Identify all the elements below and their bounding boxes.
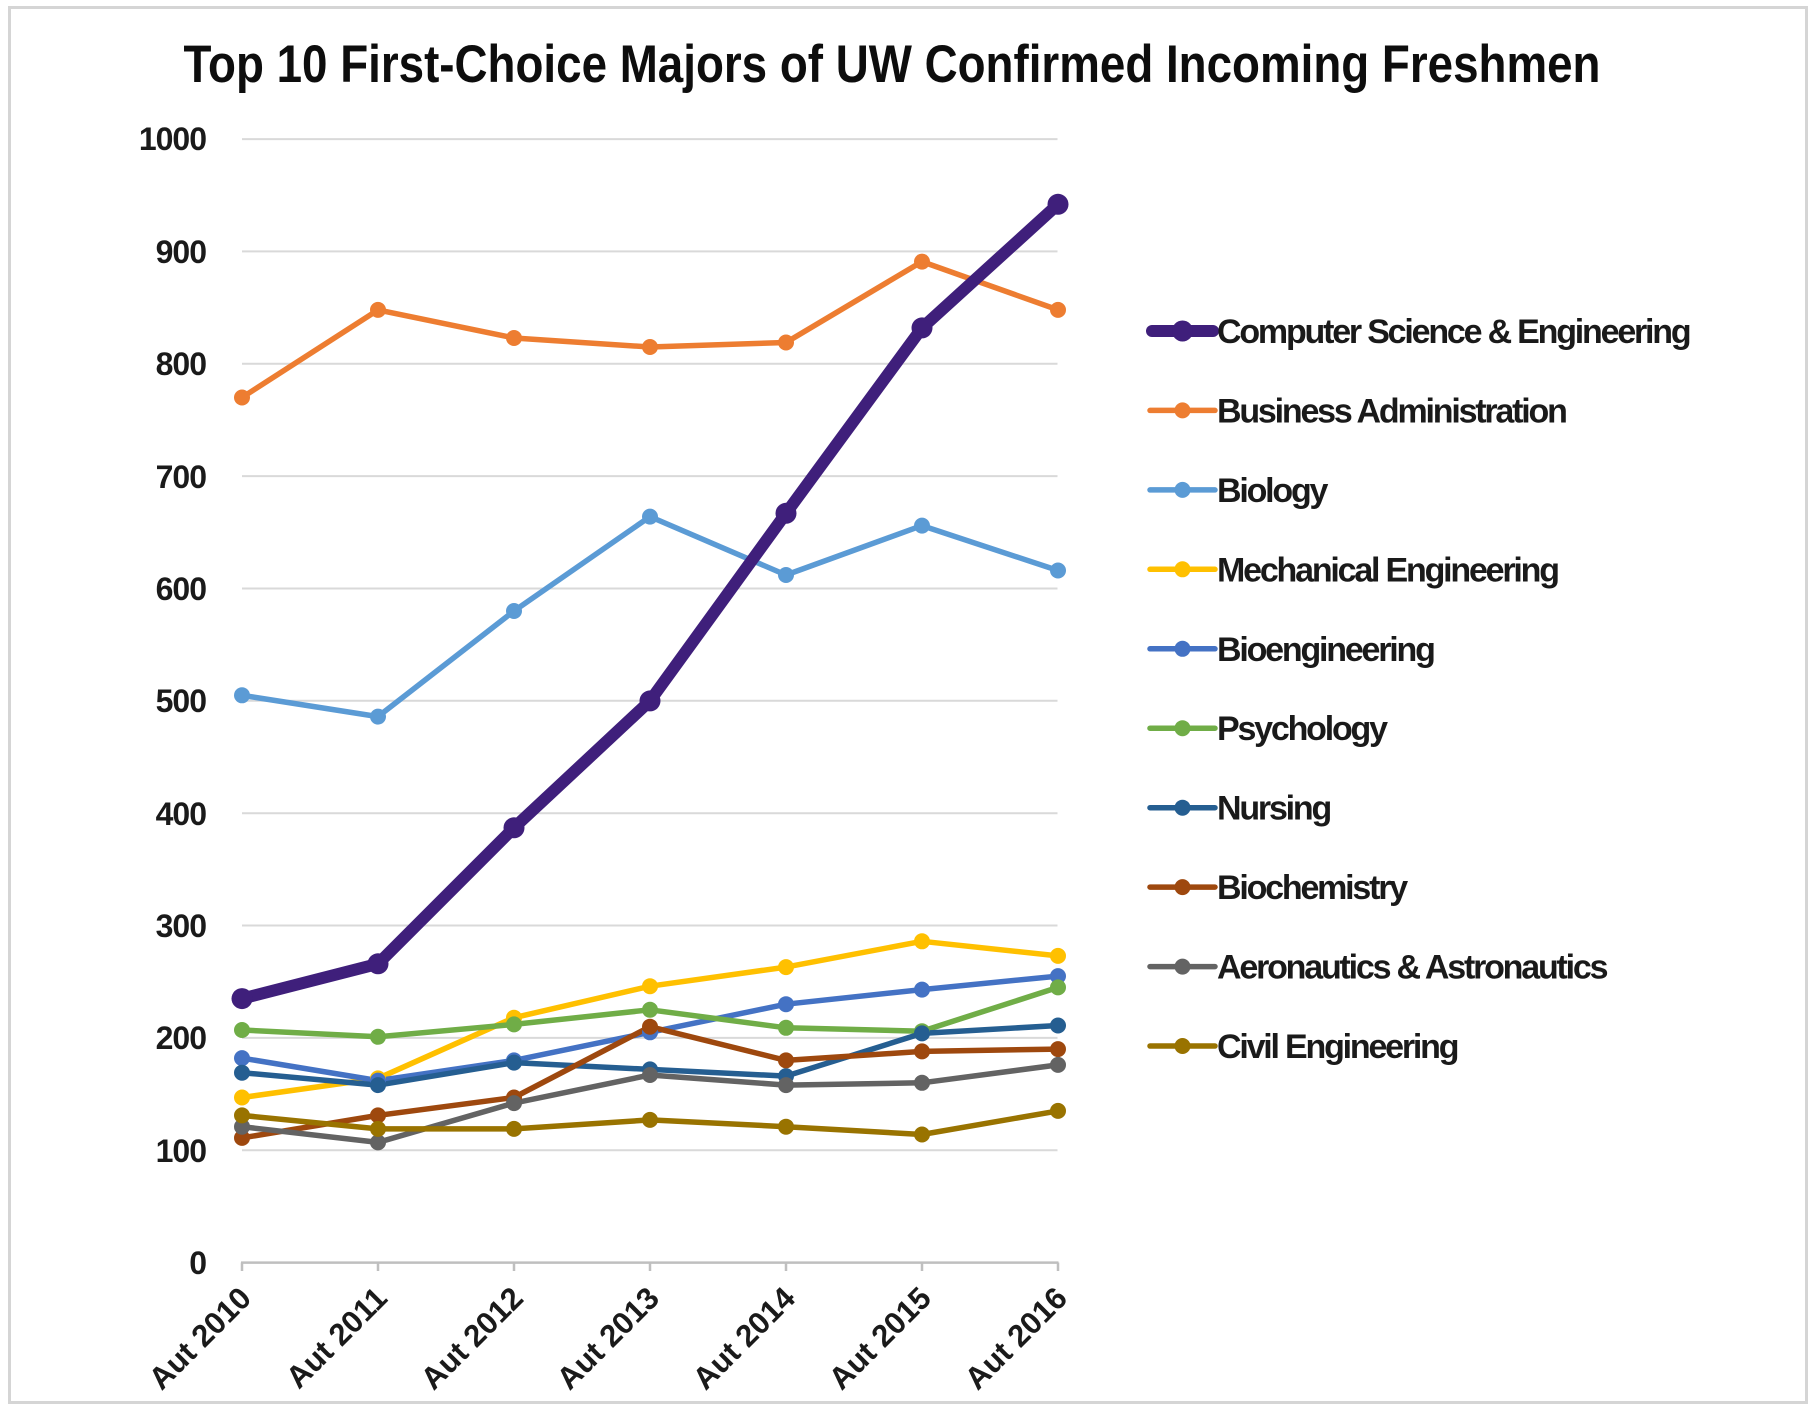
svg-text:800: 800 <box>156 346 207 382</box>
svg-text:Nursing: Nursing <box>1217 790 1330 828</box>
svg-text:Top 10 First-Choice Majors of: Top 10 First-Choice Majors of UW Confirm… <box>184 35 1601 94</box>
svg-text:1000: 1000 <box>139 121 206 157</box>
svg-text:Business Administration: Business Administration <box>1217 392 1566 430</box>
svg-text:Biology: Biology <box>1217 472 1329 510</box>
svg-text:200: 200 <box>156 1020 207 1056</box>
svg-text:Psychology: Psychology <box>1217 710 1388 748</box>
svg-text:Civil Engineering: Civil Engineering <box>1217 1028 1458 1066</box>
svg-text:100: 100 <box>156 1133 207 1169</box>
svg-text:Mechanical Engineering: Mechanical Engineering <box>1217 551 1558 589</box>
svg-text:300: 300 <box>156 908 207 944</box>
svg-text:Biochemistry: Biochemistry <box>1217 869 1408 907</box>
svg-text:Computer Science & Engineering: Computer Science & Engineering <box>1217 313 1690 351</box>
svg-text:900: 900 <box>156 234 207 270</box>
svg-text:500: 500 <box>156 683 207 719</box>
svg-text:0: 0 <box>189 1245 206 1281</box>
svg-text:400: 400 <box>156 796 207 832</box>
svg-text:Aeronautics & Astronautics: Aeronautics & Astronautics <box>1217 949 1608 987</box>
svg-text:700: 700 <box>156 459 207 495</box>
svg-text:Bioengineering: Bioengineering <box>1217 631 1434 669</box>
svg-text:600: 600 <box>156 571 207 607</box>
